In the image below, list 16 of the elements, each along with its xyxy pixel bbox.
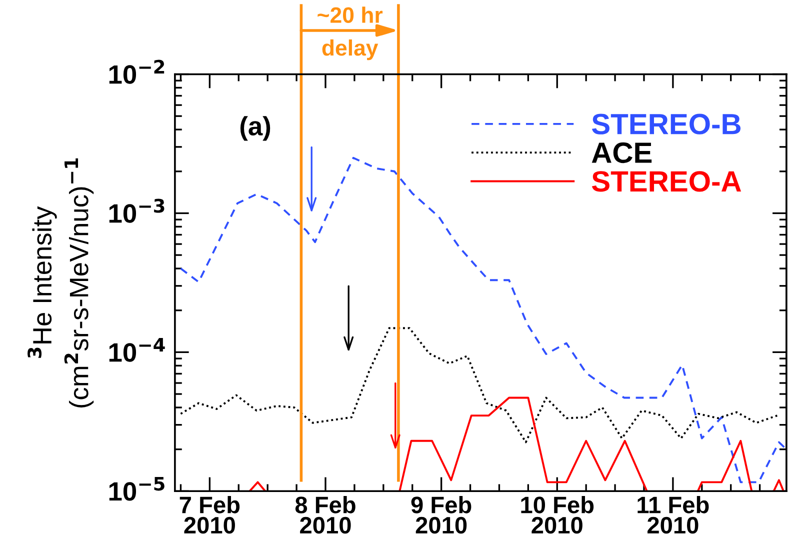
legend-label: STEREO-A [592, 171, 742, 192]
annotation: (a) [240, 116, 270, 141]
x-tick-label: 7 Feb 2010 [180, 496, 240, 534]
y-tick-label: 10$^{−2}$ [109, 60, 164, 84]
y-tick-label: 10$^{−3}$ [109, 198, 164, 223]
y-axis-title: $^{3}$He Intensity (cm$^{2}$sr-s-MeV/nuc)$^{−1}$ [28, 158, 94, 408]
legend-label: STEREO-B [592, 114, 741, 134]
x-tick-label: 10 Feb 2010 [521, 496, 594, 534]
x-tick-label: 8 Feb 2010 [295, 496, 356, 534]
y-tick-label: 10$^{−5}$ [109, 476, 164, 501]
text: ~20 hr delay [318, 6, 383, 60]
y-tick-label: 10$^{−4}$ [109, 338, 165, 362]
legend-label: ACE [592, 142, 652, 164]
x-tick-label: 11 Feb 2010 [638, 496, 709, 534]
x-tick-label: 9 Feb 2010 [411, 496, 472, 534]
line-series [180, 327, 778, 444]
